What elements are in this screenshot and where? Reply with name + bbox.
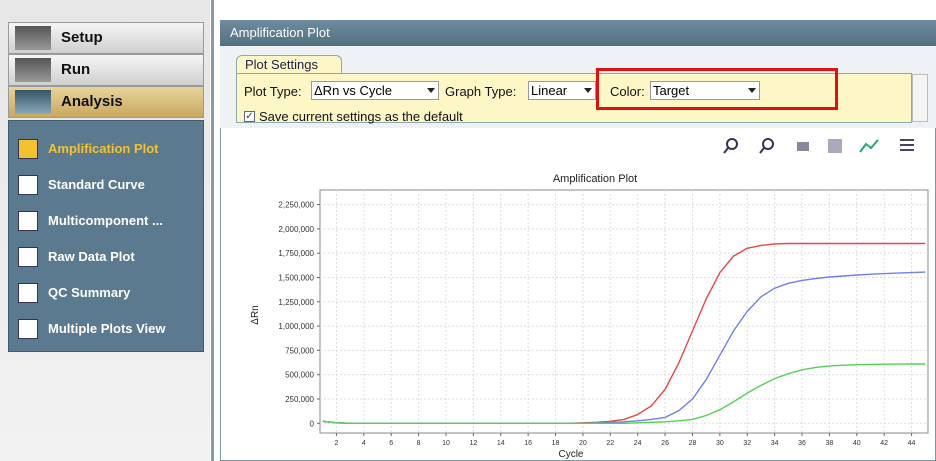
label: Graph Type: xyxy=(445,84,517,99)
arrow xyxy=(748,88,756,93)
x-tick-label: 6 xyxy=(389,440,393,447)
x-tick-label: 24 xyxy=(634,440,642,447)
separator xyxy=(211,0,214,461)
y-tick-label: 1,000,000 xyxy=(278,322,314,331)
x-tick-label: 22 xyxy=(606,440,614,447)
nav-label: Run xyxy=(61,61,91,78)
item-label: Raw Data Plot xyxy=(48,249,135,264)
y-tick-label: 0 xyxy=(310,419,315,428)
chart-title: Amplification Plot xyxy=(553,173,637,185)
arrow xyxy=(427,88,435,93)
x-tick-label: 34 xyxy=(771,440,779,447)
highlight-box xyxy=(596,68,838,110)
item-label: Multicomponent ... xyxy=(48,213,163,228)
list-item[interactable]: Multicomponent ... xyxy=(14,206,202,236)
dropdown-value: Linear xyxy=(531,83,568,98)
dropdown-value: Target xyxy=(653,83,690,98)
y-tick-label: 1,250,000 xyxy=(278,298,314,307)
x-tick-label: 2 xyxy=(334,440,338,447)
list-item[interactable]: Multiple Plots View xyxy=(14,314,202,344)
y-tick-label: 2,000,000 xyxy=(278,225,314,234)
plot-area xyxy=(319,189,929,434)
export-icon[interactable] xyxy=(828,139,842,153)
y-tick-label: 1,750,000 xyxy=(278,249,314,258)
legend-icon[interactable] xyxy=(900,139,914,151)
icon xyxy=(18,319,38,339)
x-tick-label: 16 xyxy=(524,440,532,447)
icon xyxy=(18,139,38,159)
x-tick-label: 36 xyxy=(798,440,806,447)
checkbox[interactable]: ✓ xyxy=(244,111,255,122)
label: Color: xyxy=(610,84,645,99)
x-axis-label: Cycle xyxy=(558,449,583,460)
x-tick-label: 4 xyxy=(362,440,366,447)
icon xyxy=(18,247,38,267)
x-tick-label: 40 xyxy=(853,440,861,447)
toolbar xyxy=(723,138,914,154)
dropdown[interactable]: Linear xyxy=(528,81,596,100)
list-item[interactable]: Raw Data Plot xyxy=(14,242,202,272)
x-tick-label: 12 xyxy=(469,440,477,447)
zoom-in-icon[interactable] xyxy=(723,138,738,154)
dropdown[interactable]: ΔRn vs Cycle xyxy=(311,81,439,100)
x-tick-label: 30 xyxy=(716,440,724,447)
chart: Amplification Plot Cycle ΔRn 0 250,000 500… xyxy=(250,173,929,460)
icon xyxy=(15,58,51,82)
y-tick-label: 750,000 xyxy=(285,346,314,355)
icon xyxy=(18,175,38,195)
list-item[interactable]: Amplification Plot xyxy=(14,134,202,164)
series-line xyxy=(322,363,926,424)
item-label: QC Summary xyxy=(48,285,131,300)
icon xyxy=(15,26,51,50)
y-tick-label: 2,250,000 xyxy=(278,201,314,210)
icon xyxy=(18,211,38,231)
icon xyxy=(15,90,51,114)
item-label: Multiple Plots View xyxy=(48,321,166,336)
item-label: Standard Curve xyxy=(48,177,145,192)
scrollbar[interactable] xyxy=(912,74,928,122)
dropdown-value: ΔRn vs Cycle xyxy=(314,83,393,98)
y-tick-label: 1,500,000 xyxy=(278,273,314,282)
checkbox-label: Save current settings as the default xyxy=(259,109,463,124)
x-tick-label: 18 xyxy=(552,440,560,447)
y-tick-label: 250,000 xyxy=(285,395,314,404)
x-tick-label: 32 xyxy=(743,440,751,447)
x-tick-label: 28 xyxy=(689,440,697,447)
x-tick-label: 10 xyxy=(442,440,450,447)
nav-label: Setup xyxy=(61,29,103,46)
nav-label: Analysis xyxy=(61,93,123,110)
arrow xyxy=(584,88,592,93)
label: Plot Type: xyxy=(244,84,302,99)
x-tick-label: 14 xyxy=(497,440,505,447)
nav-button[interactable]: Run xyxy=(8,54,204,86)
analysis-list xyxy=(8,120,204,352)
print-icon[interactable] xyxy=(797,142,809,151)
nav-button[interactable]: Setup xyxy=(8,22,204,54)
item-label: Amplification Plot xyxy=(48,141,159,156)
y-axis-label: ΔRn xyxy=(250,305,261,324)
x-tick-label: 20 xyxy=(579,440,587,447)
nav-button[interactable]: Analysis xyxy=(8,86,204,118)
x-tick-label: 8 xyxy=(417,440,421,447)
icon xyxy=(18,283,38,303)
tab[interactable]: Plot Settings xyxy=(236,55,342,74)
zoom-out-icon[interactable] xyxy=(759,138,774,154)
dropdown[interactable]: Target xyxy=(650,81,760,100)
x-tick-label: 26 xyxy=(661,440,669,447)
x-tick-label: 38 xyxy=(826,440,834,447)
y-tick-label: 500,000 xyxy=(285,371,314,380)
x-tick-label: 44 xyxy=(908,440,916,447)
list-item[interactable]: QC Summary xyxy=(14,278,202,308)
list-item[interactable]: Standard Curve xyxy=(14,170,202,200)
chart-icon[interactable] xyxy=(859,139,879,153)
panel-title: Amplification Plot xyxy=(220,20,936,46)
x-tick-label: 42 xyxy=(880,440,888,447)
